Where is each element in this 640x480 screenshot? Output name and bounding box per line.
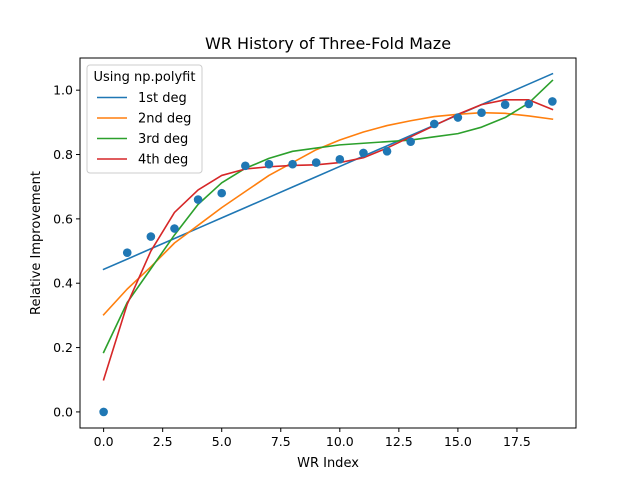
y-axis-ticks: 0.0 0.2 0.4 0.6 0.8 1.0 — [53, 83, 80, 419]
y-tick-label: 0.4 — [53, 276, 73, 291]
y-axis-label: Relative Improvement — [29, 171, 44, 315]
x-axis-label: WR Index — [297, 456, 359, 471]
data-point — [359, 148, 368, 158]
data-point — [146, 232, 156, 241]
data-point — [453, 113, 463, 122]
data-point — [311, 158, 321, 167]
y-tick-label: 0.2 — [53, 340, 73, 355]
data-point — [524, 99, 534, 109]
data-point — [382, 147, 392, 156]
plot-area — [79, 57, 577, 429]
series-line-4 — [102, 99, 554, 381]
data-points — [99, 97, 557, 417]
chart-title: WR History of Three-Fold Maze — [205, 34, 451, 53]
legend-label: 1st deg — [138, 91, 187, 106]
legend: Using np.polyfit 1st deg 2nd deg 3rd deg 4t… — [86, 64, 203, 174]
y-tick-label: 0.8 — [53, 147, 73, 162]
data-point — [241, 161, 250, 171]
data-point — [429, 119, 439, 129]
legend-title: Using np.polyfit — [94, 70, 196, 85]
x-tick-label: 5.0 — [212, 434, 232, 449]
legend-entries: 1st deg 2nd deg 3rd deg 4th deg — [97, 91, 191, 168]
legend-label: 3rd deg — [138, 132, 188, 147]
data-point — [406, 137, 415, 146]
data-point — [500, 100, 510, 109]
data-point — [122, 248, 132, 257]
data-point — [193, 195, 203, 204]
data-point — [335, 155, 345, 164]
data-point — [170, 224, 179, 233]
y-tick-label: 0.6 — [53, 211, 73, 226]
x-tick-label: 2.5 — [153, 434, 173, 449]
x-tick-label: 15.0 — [444, 434, 472, 449]
y-tick-label: 0.0 — [53, 404, 73, 419]
legend-label: 4th deg — [138, 153, 188, 168]
data-point — [548, 97, 557, 106]
data-point — [264, 159, 274, 169]
data-point — [99, 407, 108, 417]
y-tick-label: 1.0 — [53, 83, 73, 98]
x-tick-label: 17.5 — [503, 434, 531, 449]
data-point — [217, 188, 227, 198]
axes-frame — [79, 57, 577, 429]
x-tick-label: 12.5 — [385, 434, 413, 449]
x-tick-label: 0.0 — [94, 434, 114, 449]
x-tick-label: 7.5 — [271, 434, 291, 449]
x-axis-ticks: 0.0 2.5 5.0 7.5 10.0 12.5 15.0 17.5 — [94, 428, 531, 449]
data-point — [288, 159, 297, 169]
x-tick-label: 10.0 — [326, 434, 354, 449]
legend-box — [86, 64, 203, 174]
legend-label: 2nd deg — [138, 112, 191, 127]
data-point — [477, 108, 486, 117]
